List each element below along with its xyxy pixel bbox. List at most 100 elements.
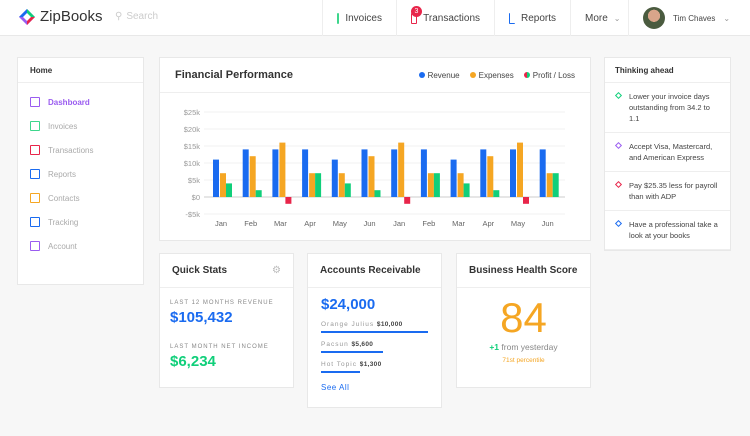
sidebar-item-tracking[interactable]: Tracking (18, 210, 143, 234)
chevron-down-icon: ⌄ (613, 13, 621, 23)
thinking-ahead-card: Thinking ahead Lower your invoice days o… (604, 57, 731, 251)
score-delta-text: from yesterday (501, 342, 558, 352)
ar-row[interactable]: Hot Topic $1,300 (321, 361, 428, 373)
bar-profit-loss-11 (552, 173, 559, 197)
bar-profit-loss-6 (404, 197, 411, 204)
bar-revenue-4 (331, 159, 338, 197)
sidebar-item-dashboard[interactable]: Dashboard (18, 90, 143, 114)
nav-reports[interactable]: Reports (494, 0, 570, 36)
accounts-receivable-card: Accounts Receivable $24,000 Orange Juliu… (307, 253, 442, 408)
chart-legend: Revenue Expenses Profit / Loss (418, 71, 575, 80)
bar-revenue-6 (391, 149, 398, 197)
bar-expenses-0 (220, 173, 226, 197)
search-placeholder: Search (126, 11, 159, 22)
customer-name: Orange Julius (321, 321, 375, 328)
x-tick-label: Apr (304, 219, 316, 228)
score-delta: +1 (489, 342, 500, 352)
sidebar-item-label: Reports (48, 169, 77, 179)
y-tick-label: $10k (184, 159, 201, 168)
sidebar-item-account[interactable]: Account (18, 234, 143, 258)
bar-expenses-11 (546, 173, 553, 197)
x-tick-label: Feb (244, 219, 257, 228)
revenue-label: Last 12 months revenue (170, 300, 274, 306)
financial-bar-chart: $25k $20k $15k $10k $5k $0 -$5k Jan Feb Mar Apr May… (184, 108, 565, 228)
bar-revenue-9 (480, 149, 487, 197)
nav-more[interactable]: More ⌄ (570, 0, 628, 36)
x-tick-label: May (333, 219, 347, 228)
customer-name: Hot Topic (321, 361, 357, 368)
percentile: 71st percentile (502, 357, 545, 364)
gear-icon[interactable]: ⚙ (272, 265, 281, 276)
sidebar-item-invoices[interactable]: Invoices (18, 114, 143, 138)
customer-name: Pacsun (321, 341, 349, 348)
invoice-icon (337, 12, 340, 24)
income-value: $6,234 (170, 353, 216, 370)
tip-item[interactable]: Lower your invoice days outstanding from… (605, 83, 730, 133)
x-tick-label: Mar (452, 219, 465, 228)
bar-profit-loss-2 (285, 197, 292, 204)
bar-revenue-0 (213, 159, 219, 197)
y-tick-label: $5k (188, 176, 200, 185)
sidebar-item-label: Transactions (48, 145, 94, 155)
ar-total: $24,000 (321, 296, 376, 313)
user-name: Tim Chaves (673, 13, 716, 23)
ar-amount-bar (321, 331, 428, 333)
quick-stats-card: Quick Stats ⚙ Last 12 months revenue $105… (159, 253, 294, 388)
ar-row[interactable]: Orange Julius $10,000 (321, 321, 428, 333)
ar-row[interactable]: Pacsun $5,600 (321, 341, 428, 353)
search-icon: ⚲ (115, 11, 123, 22)
revenue-value: $105,432 (170, 309, 233, 326)
tip-item[interactable]: Accept Visa, Mastercard, and American Ex… (605, 133, 730, 172)
search-input[interactable]: ⚲ Search (115, 11, 158, 22)
y-tick-label: $0 (192, 193, 200, 202)
bar-expenses-6 (398, 142, 405, 197)
bar-profit-loss-1 (255, 190, 262, 197)
bar-revenue-5 (361, 149, 368, 197)
x-tick-label: Apr (482, 219, 494, 228)
nav-label: Transactions (423, 12, 480, 24)
zipbooks-logo-icon (19, 8, 35, 25)
bar-expenses-5 (368, 156, 375, 197)
sidebar-item-label: Invoices (48, 121, 78, 131)
bar-revenue-10 (510, 149, 516, 197)
sidebar-item-reports[interactable]: Reports (18, 162, 143, 186)
nav-transactions[interactable]: 3 Transactions (396, 0, 494, 36)
bar-expenses-1 (249, 156, 256, 197)
sidebar-item-contacts[interactable]: Contacts (18, 186, 143, 210)
tip-text: Pay $25.35 less for payroll than with AD… (629, 181, 718, 201)
legend-expenses: Expenses (469, 71, 514, 80)
tip-item[interactable]: Have a professional take a look at your … (605, 211, 730, 250)
tracking-icon (30, 217, 40, 227)
transactions-icon (30, 145, 40, 155)
income-label: Last month net income (170, 344, 269, 350)
x-tick-label: Jan (393, 219, 405, 228)
chevron-down-icon: ⌄ (723, 13, 731, 23)
y-tick-label: $20k (184, 125, 201, 134)
user-menu[interactable]: Tim Chaves ⌄ (628, 0, 750, 36)
x-tick-label: Jun (542, 219, 554, 228)
nav-invoices[interactable]: Invoices (322, 0, 396, 36)
sidebar-item-transactions[interactable]: Transactions (18, 138, 143, 162)
bar-expenses-4 (338, 173, 345, 197)
customer-amount: $1,300 (359, 361, 382, 368)
bar-expenses-3 (309, 173, 316, 197)
logo[interactable]: ZipBooks (19, 8, 103, 25)
bar-profit-loss-8 (463, 183, 470, 197)
reports-icon (30, 169, 40, 179)
tip-text: Have a professional take a look at your … (629, 220, 718, 240)
diamond-icon (614, 141, 623, 150)
bar-expenses-9 (487, 156, 494, 197)
y-tick-label: $25k (184, 108, 201, 117)
x-tick-label: May (511, 219, 525, 228)
bar-revenue-2 (272, 149, 279, 197)
bar-profit-loss-7 (433, 173, 440, 197)
x-tick-label: Feb (422, 219, 435, 228)
sidebar-item-label: Account (48, 241, 77, 251)
y-tick-label: -$5k (185, 210, 200, 219)
contacts-icon (30, 193, 40, 203)
nav-label: Invoices (345, 12, 382, 24)
card-title: Accounts Receivable (320, 265, 421, 276)
bar-expenses-10 (517, 142, 523, 197)
see-all-link[interactable]: See All (321, 383, 350, 392)
tip-item[interactable]: Pay $25.35 less for payroll than with AD… (605, 172, 730, 211)
